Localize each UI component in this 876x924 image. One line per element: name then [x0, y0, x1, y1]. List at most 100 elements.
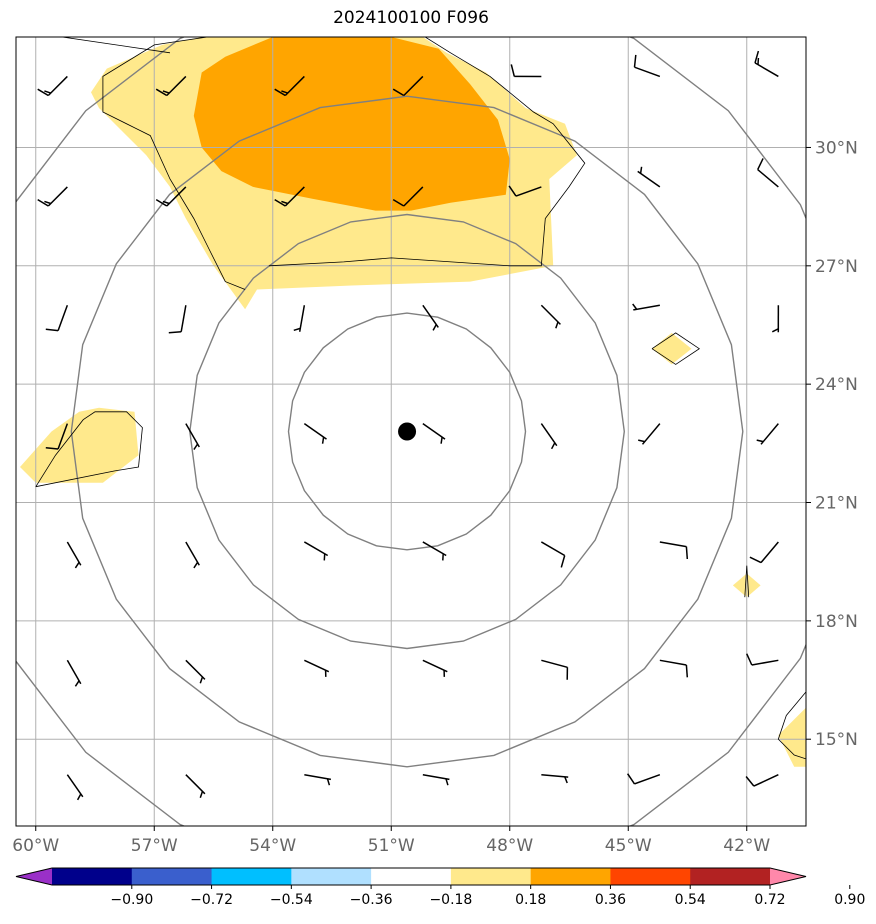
colorbar-segment	[610, 868, 691, 885]
x-tick-label: 54°W	[249, 836, 296, 856]
wind-barb	[508, 185, 542, 197]
wind-barb	[392, 186, 424, 207]
shaded-region-3	[652, 332, 692, 365]
wind-barb	[185, 774, 206, 798]
range-ring-3	[16, 37, 806, 826]
colorbar-tick-label: −0.18	[429, 892, 472, 908]
shaded-region-2	[20, 407, 139, 483]
colorbar-tick-label: 0.54	[675, 892, 706, 908]
wind-barb	[637, 166, 661, 188]
wind-barb	[155, 186, 187, 207]
wind-barb	[293, 305, 306, 332]
wind-barb	[632, 303, 660, 311]
y-tick-label: 27°N	[815, 257, 858, 277]
colorbar-tick-label: 0.72	[754, 892, 785, 908]
chart-title: 2024100100 F096	[333, 8, 489, 28]
colorbar-segment	[690, 868, 771, 885]
wind-barb	[185, 541, 200, 569]
colorbar-tick-label: −0.36	[350, 892, 393, 908]
wind-barb	[541, 773, 569, 784]
wind-barb	[540, 423, 558, 450]
wind-barb	[749, 541, 779, 564]
wind-barb	[185, 659, 206, 684]
wind-barb	[540, 541, 566, 568]
storm-center-marker	[398, 422, 417, 441]
contour-line-4	[777, 691, 806, 760]
wind-barb	[659, 659, 689, 678]
wind-barb	[745, 774, 779, 787]
colorbar-outline	[15, 867, 807, 886]
colorbar-tick-label: 0.36	[595, 892, 626, 908]
colorbar-tick-label: −0.72	[190, 892, 233, 908]
wind-barb	[45, 305, 69, 332]
x-tick-label: 45°W	[605, 836, 652, 856]
y-tick-label: 24°N	[815, 375, 858, 395]
colorbar-segment	[530, 868, 611, 885]
y-tick-label: 30°N	[815, 138, 858, 158]
contour-line-3	[744, 565, 750, 598]
wind-barb	[66, 774, 84, 801]
wind-barb	[66, 541, 82, 569]
wind-barb	[422, 541, 447, 561]
y-tick-label: 18°N	[815, 612, 858, 632]
colorbar-segment	[371, 868, 452, 885]
wind-barb	[37, 75, 68, 97]
wind-barb	[37, 186, 68, 207]
colorbar-extend-high	[770, 868, 806, 885]
wind-barb	[638, 423, 661, 445]
wind-barb	[274, 75, 305, 97]
wind-barb	[304, 773, 332, 786]
y-tick-label: 21°N	[815, 494, 858, 514]
contour-line-2	[651, 332, 701, 365]
colorbar-segment	[52, 868, 133, 885]
wind-barb	[540, 304, 561, 329]
colorbar-segment	[291, 868, 372, 885]
contour-line-5	[59, 37, 171, 54]
wind-barb	[66, 659, 82, 687]
range-ring-2	[70, 95, 744, 768]
wind-barb	[168, 305, 187, 334]
x-tick-label: 60°W	[12, 836, 59, 856]
wind-barb	[422, 773, 450, 786]
x-tick-label: 42°W	[723, 836, 770, 856]
colorbar-tick-label: 0.90	[834, 892, 865, 908]
range-ring-0	[287, 312, 527, 551]
x-tick-label: 51°W	[368, 836, 415, 856]
wind-barb	[757, 158, 779, 188]
wind-barb	[626, 773, 661, 785]
wind-barb	[422, 659, 448, 677]
wind-barb	[633, 54, 661, 78]
wind-barb	[771, 305, 780, 333]
shaded-region-5	[778, 707, 806, 767]
wind-barb	[754, 50, 779, 78]
wind-barb	[274, 186, 305, 207]
colorbar-extend-low	[16, 868, 52, 885]
wind-barb	[303, 422, 327, 444]
y-tick-label: 15°N	[815, 730, 858, 750]
wind-barb	[185, 423, 200, 451]
contour-line-0	[102, 37, 586, 290]
plot-frame	[15, 36, 807, 827]
wind-barb	[392, 75, 424, 97]
wind-barb	[510, 64, 542, 78]
x-tick-label: 48°W	[486, 836, 533, 856]
x-tick-label: 57°W	[131, 836, 178, 856]
colorbar-tick-label: 0.18	[515, 892, 546, 908]
wind-barb	[746, 653, 779, 666]
wind-barb	[155, 75, 187, 97]
wind-barb	[659, 541, 689, 560]
wind-barb	[541, 659, 569, 680]
colorbar-tick-label: −0.54	[270, 892, 313, 908]
colorbar-tick-label: −0.90	[110, 892, 153, 908]
wind-barb	[303, 541, 329, 561]
wind-barb	[422, 422, 446, 444]
wind-barb	[304, 659, 330, 677]
colorbar-segment	[131, 868, 213, 885]
colorbar-segment	[211, 868, 292, 885]
contour-line-1	[35, 411, 143, 488]
wind-barb	[756, 423, 779, 445]
wind-barb	[422, 304, 439, 331]
wind-barb	[45, 423, 69, 450]
colorbar-segment	[450, 868, 532, 885]
